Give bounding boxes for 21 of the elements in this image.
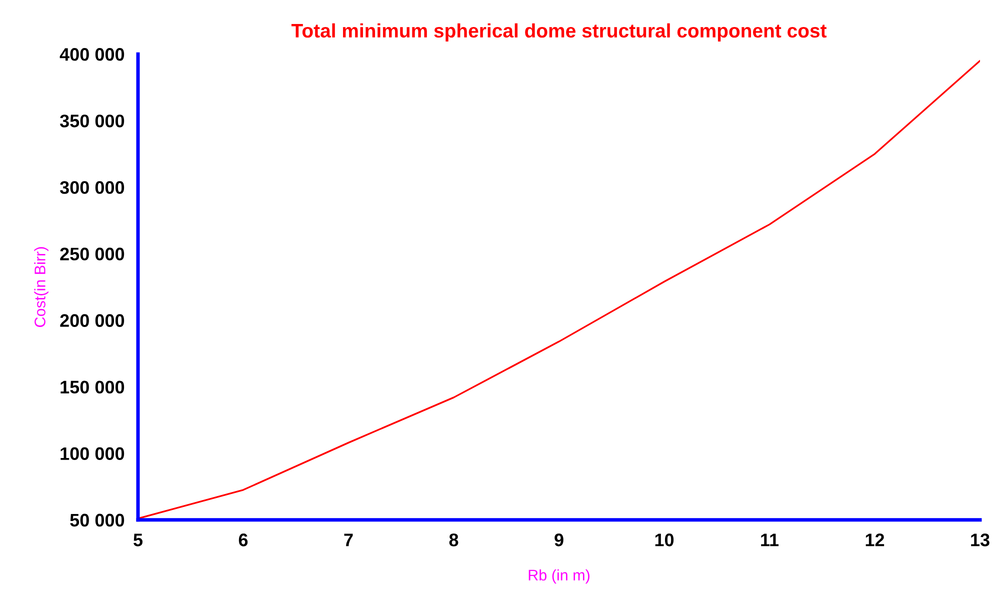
x-tick-label: 8: [449, 534, 458, 546]
y-tick-label: 300 000: [60, 181, 124, 194]
x-tick-label: 6: [238, 534, 248, 546]
y-axis-title: Cost(in Birr): [34, 247, 48, 327]
y-tick-label: 250 000: [60, 248, 124, 260]
y-tick-label: 350 000: [60, 114, 124, 128]
x-tick-label: 10: [655, 534, 674, 546]
y-tick-label: 400 000: [60, 48, 124, 61]
x-tick-label: 9: [554, 534, 564, 546]
x-tick-label: 12: [866, 534, 884, 546]
y-tick-label: 200 000: [60, 314, 124, 327]
y-tick-label: 50 000: [70, 514, 124, 527]
x-axis-title: Rb (in m): [528, 569, 590, 584]
x-tick-label: 11: [761, 534, 779, 546]
x-tick-label: 5: [134, 534, 143, 546]
x-tick-label: 7: [344, 534, 353, 546]
x-tick-label: 13: [971, 534, 990, 546]
chart-title: Total minimum spherical dome structural component cost: [291, 23, 827, 42]
y-tick-label: 100 000: [60, 447, 124, 460]
y-tick-label: 150 000: [60, 380, 124, 394]
line-series: [138, 60, 980, 520]
